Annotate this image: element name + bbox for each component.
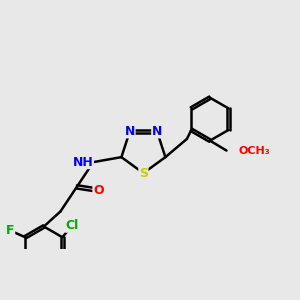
Text: N: N (124, 125, 135, 138)
Text: Cl: Cl (66, 219, 79, 232)
Text: S: S (139, 167, 148, 180)
Text: F: F (6, 224, 15, 237)
Text: N: N (152, 125, 162, 138)
Text: OCH₃: OCH₃ (238, 146, 270, 155)
Text: NH: NH (73, 156, 93, 169)
Text: O: O (93, 184, 104, 197)
